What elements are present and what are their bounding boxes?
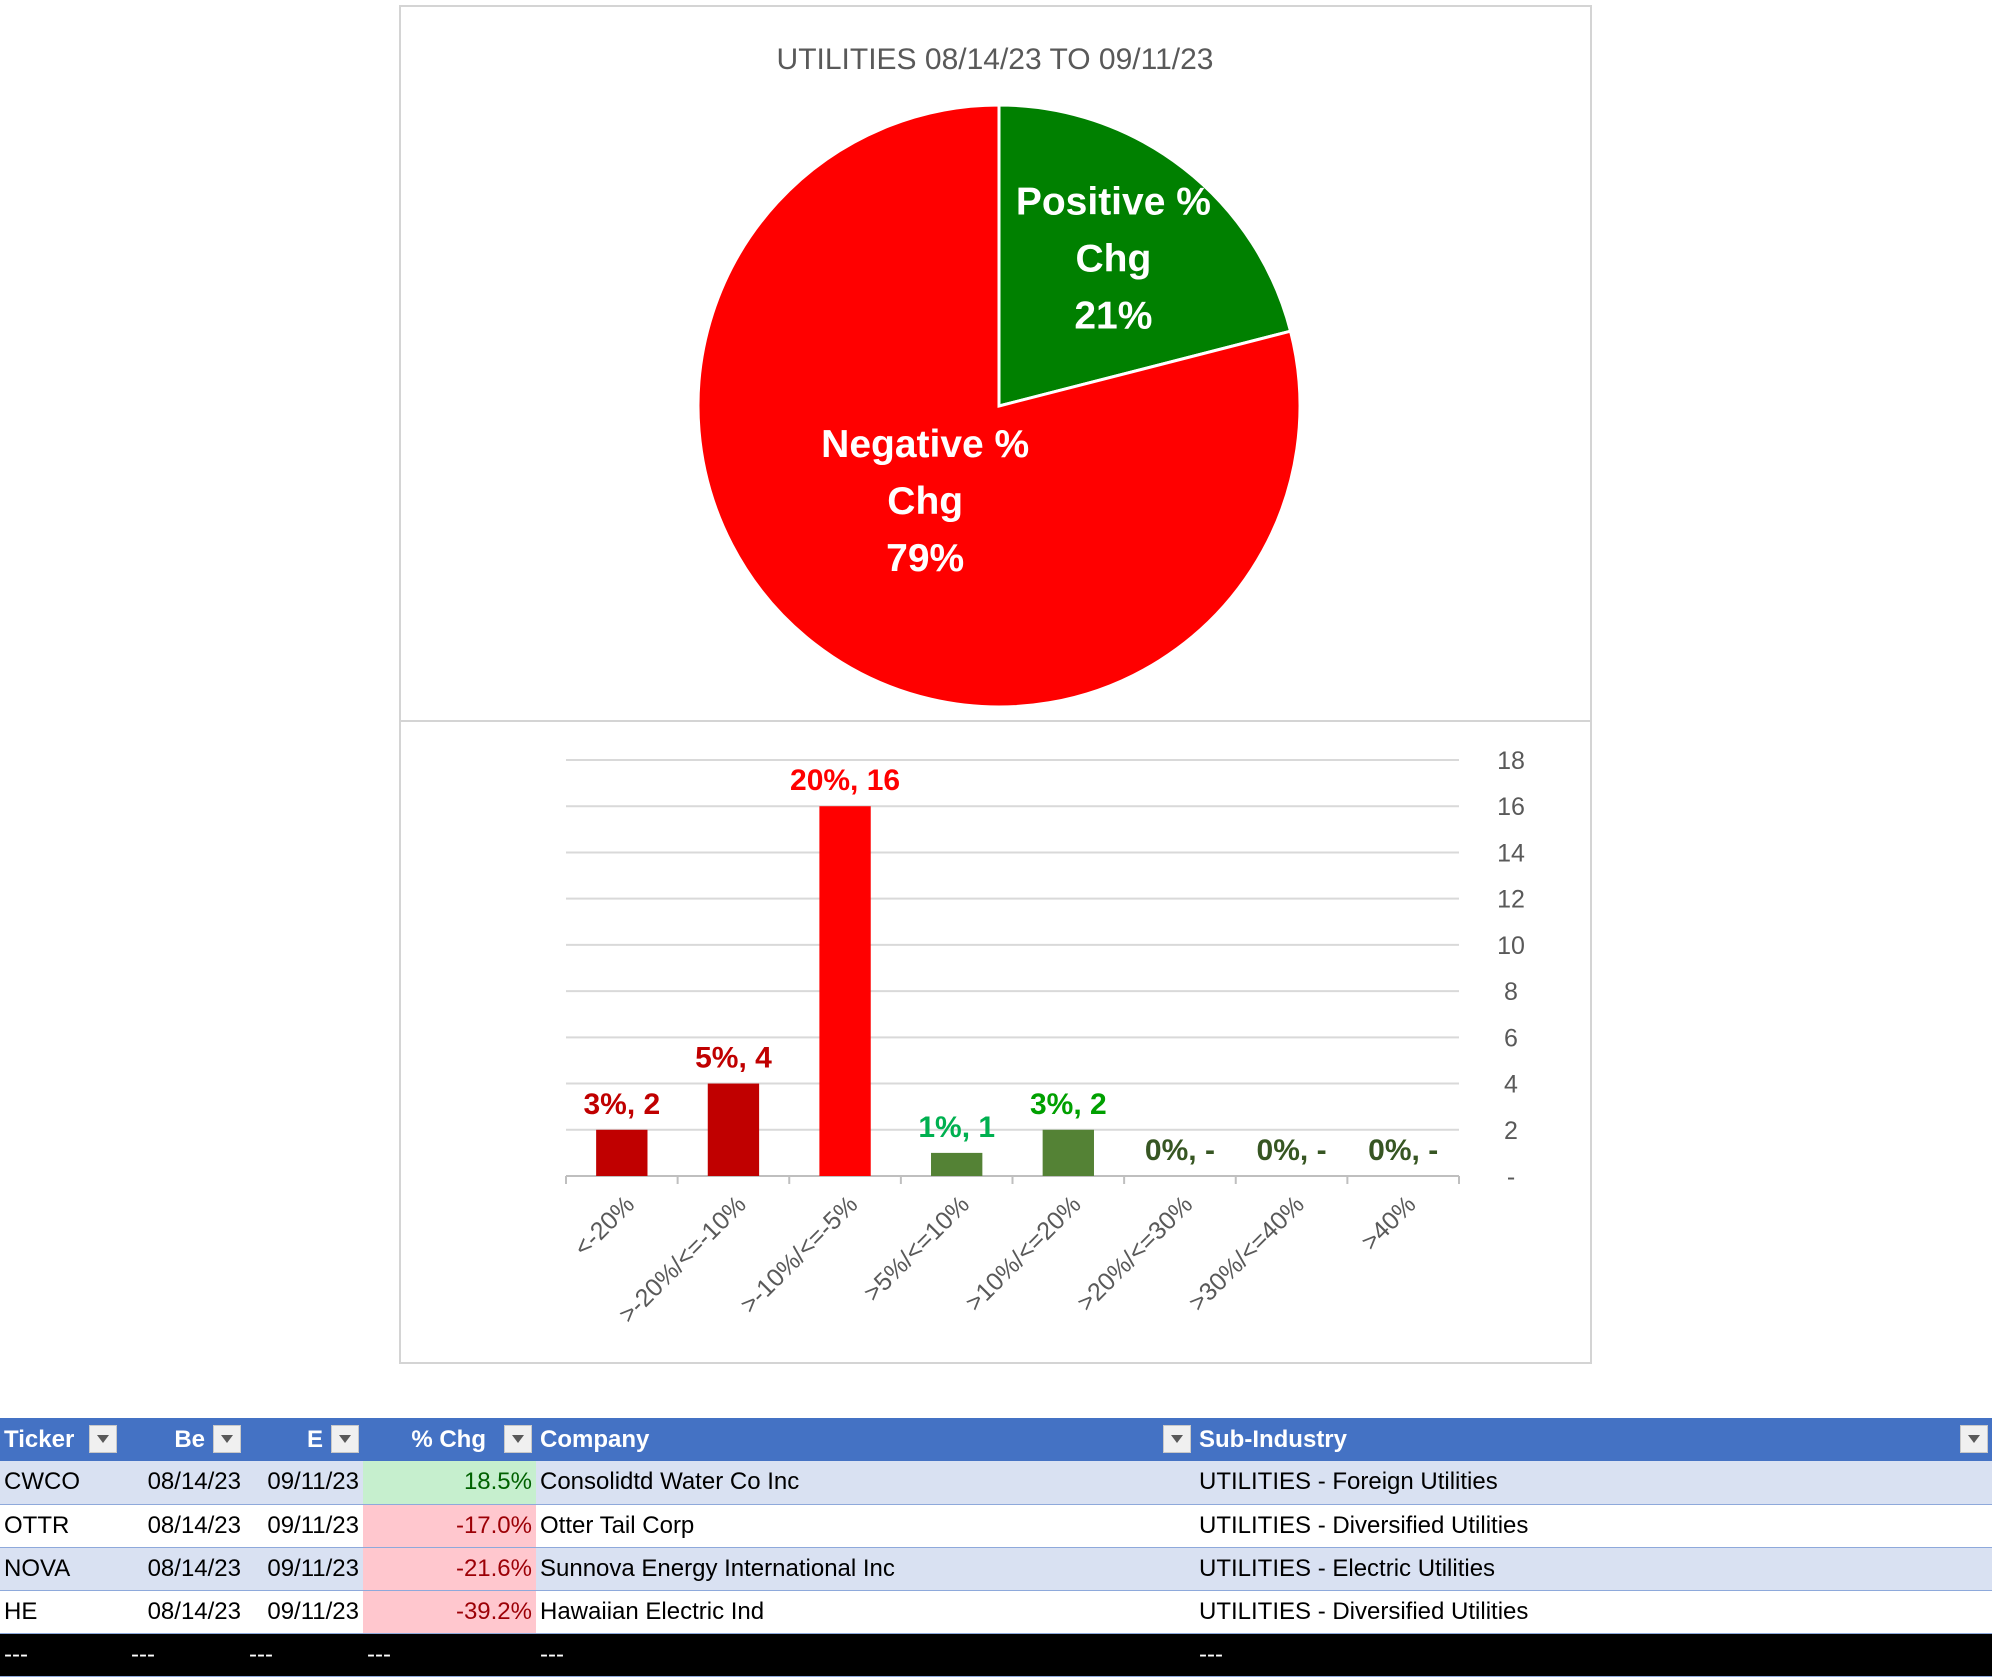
y-tick-label: 18 (1497, 747, 1525, 775)
filter-dropdown-icon[interactable] (89, 1425, 117, 1453)
total-cell[interactable]: --- (0, 1633, 127, 1677)
x-tick-label: >5%/<=10% (858, 1190, 975, 1307)
y-tick-label: 16 (1497, 793, 1525, 821)
ticker-cell[interactable]: OTTR (0, 1504, 127, 1548)
begin-date-cell[interactable]: 08/14/23 (127, 1590, 245, 1634)
bar-data-label: 3%, 2 (583, 1088, 660, 1121)
header-company[interactable]: Company (536, 1418, 1195, 1461)
header-pct-chg[interactable]: % Chg (363, 1418, 536, 1461)
ticker-cell[interactable]: CWCO (0, 1461, 127, 1505)
bar-data-label: 0%, - (1368, 1134, 1438, 1167)
y-tick-label: 10 (1497, 932, 1525, 960)
bar-chart-panel[interactable]: 3%, 2 5%, 4 20%, 16 1%, 1 3%, 2 0%, - 0%, - 0%,… (399, 720, 1592, 1364)
pie-slice[interactable] (997, 103, 1293, 408)
table-row: CWCO 08/14/23 09/11/23 18.5% Consolidtd Wate… (0, 1461, 1992, 1505)
total-cell[interactable]: --- (363, 1633, 536, 1677)
y-tick-label: 4 (1504, 1071, 1518, 1099)
table-row: HE 08/14/23 09/11/23 -39.2% Hawaiian Electri… (0, 1590, 1992, 1634)
bar[interactable] (931, 1152, 983, 1176)
pie-slice[interactable] (696, 103, 1302, 709)
sub-industry-cell[interactable]: UTILITIES - Electric Utilities (1195, 1547, 1992, 1591)
company-cell[interactable]: Sunnova Energy International Inc (536, 1547, 1195, 1591)
bar-data-label: 20%, 16 (790, 764, 900, 797)
table-row: NOVA 08/14/23 09/11/23 -21.6% Sunnova Energy… (0, 1547, 1992, 1591)
pct-chg-cell[interactable]: -39.2% (363, 1590, 536, 1634)
bar-data-label: 0%, - (1257, 1134, 1327, 1167)
bar[interactable] (1042, 1129, 1094, 1176)
y-tick-label: 2 (1504, 1117, 1518, 1145)
bar[interactable] (819, 806, 871, 1176)
y-tick-label: 12 (1497, 886, 1525, 914)
sub-industry-cell[interactable]: UTILITIES - Diversified Utilities (1195, 1590, 1992, 1634)
total-cell[interactable]: --- (536, 1633, 1195, 1677)
filter-dropdown-icon[interactable] (504, 1425, 532, 1453)
table-header-row: Ticker Be E % Chg Company Sub-Industry (0, 1418, 1992, 1461)
bar-data-label: 1%, 1 (918, 1111, 995, 1144)
header-sub-industry[interactable]: Sub-Industry (1195, 1418, 1992, 1461)
sub-industry-cell[interactable]: UTILITIES - Foreign Utilities (1195, 1461, 1992, 1505)
pie-chart-title: UTILITIES 08/14/23 TO 09/11/23 (777, 43, 1214, 76)
filter-dropdown-icon[interactable] (1163, 1425, 1191, 1453)
pie-slice-label: Chg (1075, 238, 1151, 281)
x-tick-label: >10%/<=20% (960, 1190, 1086, 1316)
filter-dropdown-icon[interactable] (213, 1425, 241, 1453)
ticker-cell[interactable]: HE (0, 1590, 127, 1634)
y-tick-label: - (1507, 1163, 1515, 1191)
bar-data-label: 3%, 2 (1030, 1088, 1107, 1121)
begin-date-cell[interactable]: 08/14/23 (127, 1504, 245, 1548)
pie-slice-label: Chg (887, 480, 963, 523)
x-tick-label: >30%/<=40% (1183, 1190, 1309, 1316)
y-tick-label: 8 (1504, 978, 1518, 1006)
ticker-cell[interactable]: NOVA (0, 1547, 127, 1591)
pct-chg-cell[interactable]: -17.0% (363, 1504, 536, 1548)
sub-industry-cell[interactable]: UTILITIES - Diversified Utilities (1195, 1504, 1992, 1548)
filter-dropdown-icon[interactable] (331, 1425, 359, 1453)
pct-chg-cell[interactable]: 18.5% (363, 1461, 536, 1505)
bar[interactable] (707, 1083, 760, 1176)
total-cell[interactable]: --- (1195, 1633, 1992, 1677)
pie-slice-label: 21% (1074, 295, 1152, 338)
end-date-cell[interactable]: 09/11/23 (245, 1504, 363, 1548)
x-tick-label: <-20% (569, 1190, 640, 1261)
header-end[interactable]: E (245, 1418, 363, 1461)
header-ticker[interactable]: Ticker (0, 1418, 127, 1461)
bar-data-label: 0%, - (1145, 1134, 1215, 1167)
pie-chart-panel[interactable]: UTILITIES 08/14/23 TO 09/11/23 Positive … (399, 5, 1592, 722)
pie-slice-label: Positive % (1016, 181, 1211, 224)
bar[interactable] (596, 1129, 648, 1176)
x-tick-label: >20%/<=30% (1072, 1190, 1198, 1316)
pie-slice-label: 79% (886, 537, 964, 580)
company-cell[interactable]: Otter Tail Corp (536, 1504, 1195, 1548)
pie-slice-label: Negative % (821, 423, 1029, 466)
total-cell[interactable]: --- (245, 1633, 363, 1677)
bar-data-label: 5%, 4 (695, 1042, 772, 1075)
stock-table: Ticker Be E % Chg Company Sub-Industry C… (0, 1418, 1992, 1677)
total-cell[interactable]: --- (127, 1633, 245, 1677)
x-tick-label: >40% (1356, 1190, 1422, 1256)
end-date-cell[interactable]: 09/11/23 (245, 1590, 363, 1634)
end-date-cell[interactable]: 09/11/23 (245, 1547, 363, 1591)
begin-date-cell[interactable]: 08/14/23 (127, 1461, 245, 1505)
y-tick-label: 6 (1504, 1024, 1518, 1052)
begin-date-cell[interactable]: 08/14/23 (127, 1547, 245, 1591)
histogram-chart: 3%, 2 5%, 4 20%, 16 1%, 1 3%, 2 0%, - 0%, - 0%,… (565, 747, 1525, 1329)
pct-chg-cell[interactable]: -21.6% (363, 1547, 536, 1591)
company-cell[interactable]: Consolidtd Water Co Inc (536, 1461, 1195, 1505)
table-row: OTTR 08/14/23 09/11/23 -17.0% Otter Tail Cor… (0, 1504, 1992, 1548)
header-begin[interactable]: Be (127, 1418, 245, 1461)
pie-chart: UTILITIES 08/14/23 TO 09/11/23 Positive … (696, 43, 1302, 709)
end-date-cell[interactable]: 09/11/23 (245, 1461, 363, 1505)
y-tick-label: 14 (1497, 839, 1525, 867)
x-tick-label: >-10%/<=-5% (735, 1190, 863, 1318)
filter-dropdown-icon[interactable] (1960, 1425, 1988, 1453)
table-total-row: --- --- --- --- --- --- (0, 1633, 1992, 1677)
company-cell[interactable]: Hawaiian Electric Ind (536, 1590, 1195, 1634)
